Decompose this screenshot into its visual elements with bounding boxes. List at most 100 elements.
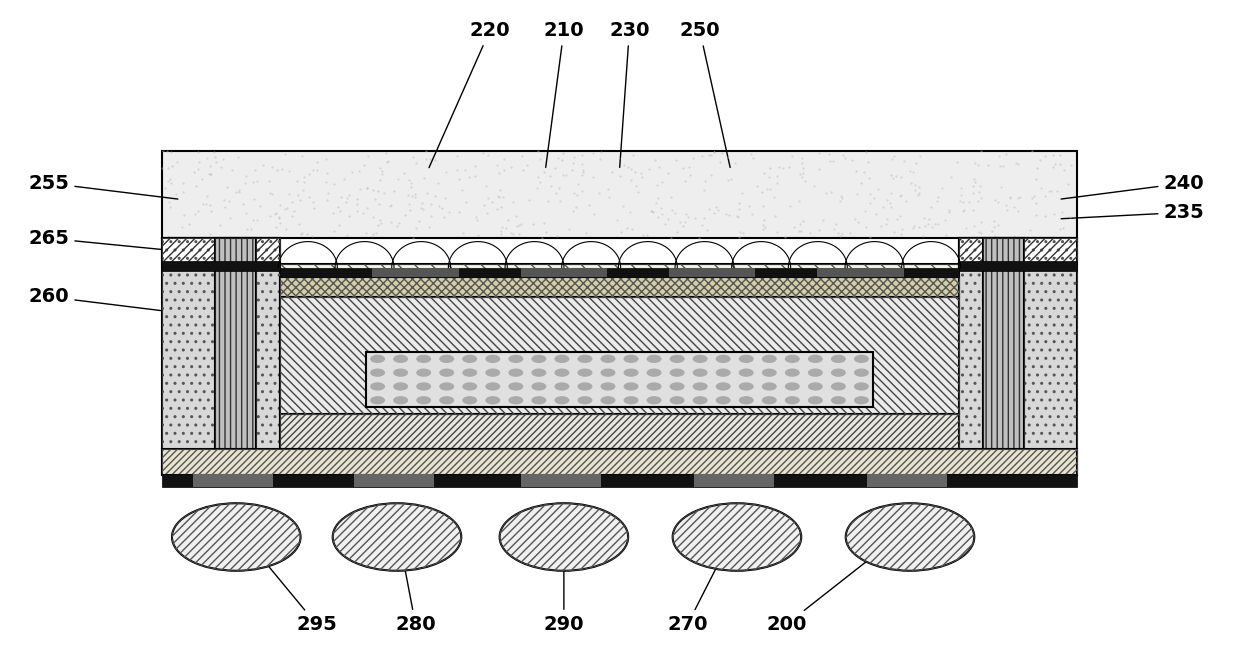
Ellipse shape [716,396,731,404]
Ellipse shape [393,368,408,377]
Ellipse shape [370,396,385,404]
Ellipse shape [370,355,385,363]
Bar [162,449,1077,475]
Text: 210: 210 [544,22,584,168]
Bar [983,239,1025,475]
Ellipse shape [784,382,800,391]
Ellipse shape [486,355,501,363]
Text: 255: 255 [28,173,178,199]
Ellipse shape [416,368,431,377]
Ellipse shape [669,396,685,404]
Ellipse shape [554,382,570,391]
Ellipse shape [577,396,592,404]
Circle shape [846,503,974,570]
Ellipse shape [554,368,570,377]
Ellipse shape [762,368,777,377]
Ellipse shape [647,368,662,377]
Bar [959,261,1077,271]
Ellipse shape [669,355,685,363]
Text: 250: 250 [679,22,730,168]
Ellipse shape [854,396,869,404]
Text: 290: 290 [544,530,584,634]
Ellipse shape [554,396,570,404]
Ellipse shape [416,396,431,404]
Bar [162,239,280,475]
Ellipse shape [577,382,592,391]
Ellipse shape [462,355,477,363]
Ellipse shape [532,382,546,391]
Text: 220: 220 [429,22,510,168]
Bar [520,267,607,277]
Bar [280,277,959,297]
Bar [214,239,256,475]
Ellipse shape [601,396,616,404]
Ellipse shape [831,355,846,363]
Ellipse shape [508,382,523,391]
Circle shape [333,503,461,570]
Ellipse shape [808,355,823,363]
Bar [162,239,280,475]
Text: 240: 240 [1061,173,1204,199]
Text: 200: 200 [766,529,908,634]
Bar [162,151,1077,239]
Text: 230: 230 [610,22,649,168]
Bar [694,474,774,487]
Circle shape [499,503,628,570]
Ellipse shape [784,355,800,363]
Bar [280,264,959,475]
Bar [366,352,873,407]
Ellipse shape [393,382,408,391]
Ellipse shape [532,355,546,363]
Ellipse shape [532,368,546,377]
Bar [959,239,1077,264]
Circle shape [172,503,301,570]
Bar [353,474,434,487]
Ellipse shape [693,382,707,391]
Ellipse shape [623,355,638,363]
Ellipse shape [808,382,823,391]
Text: 270: 270 [668,529,736,634]
Ellipse shape [784,368,800,377]
Bar [280,413,959,449]
Ellipse shape [716,382,731,391]
Ellipse shape [439,396,455,404]
Text: 260: 260 [28,288,178,313]
Ellipse shape [738,368,753,377]
Text: 265: 265 [28,229,178,251]
Bar [669,267,756,277]
Ellipse shape [762,396,777,404]
Ellipse shape [738,396,753,404]
Ellipse shape [762,382,777,391]
Ellipse shape [370,382,385,391]
Ellipse shape [554,355,570,363]
Ellipse shape [693,396,707,404]
Ellipse shape [716,368,731,377]
Bar [959,239,1077,264]
Ellipse shape [486,396,501,404]
Ellipse shape [532,396,546,404]
Ellipse shape [738,355,753,363]
Ellipse shape [416,355,431,363]
Ellipse shape [462,396,477,404]
Bar [280,264,959,475]
Ellipse shape [647,396,662,404]
Bar [162,261,280,271]
Ellipse shape [647,382,662,391]
Ellipse shape [601,368,616,377]
Ellipse shape [808,396,823,404]
Bar [867,474,947,487]
Ellipse shape [623,396,638,404]
Text: 295: 295 [238,529,337,634]
Bar [162,239,280,264]
Ellipse shape [647,355,662,363]
Ellipse shape [716,355,731,363]
Ellipse shape [508,396,523,404]
Ellipse shape [831,368,846,377]
Circle shape [673,503,802,570]
Bar [193,474,274,487]
Ellipse shape [508,368,523,377]
Ellipse shape [693,355,707,363]
Bar [372,267,458,277]
Ellipse shape [623,368,638,377]
Ellipse shape [669,382,685,391]
